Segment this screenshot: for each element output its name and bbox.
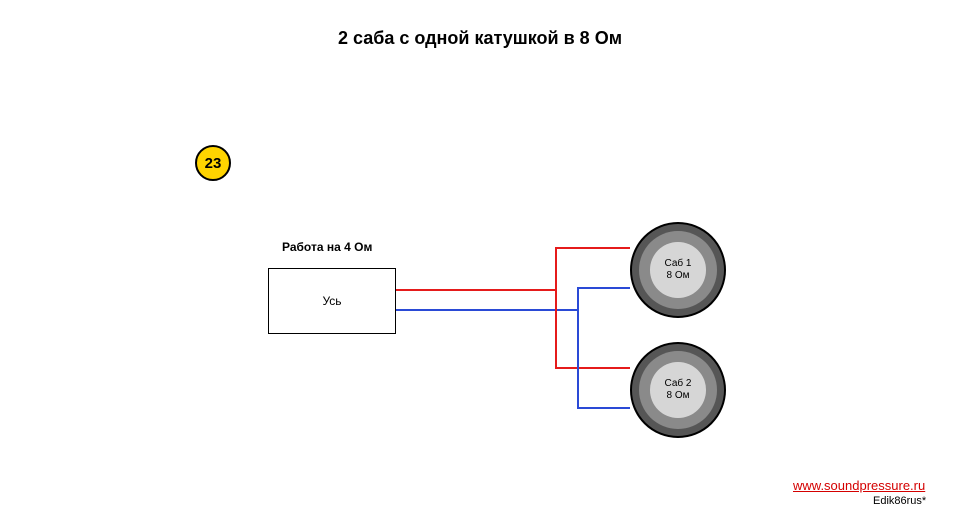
- amplifier-box: Усь: [268, 268, 396, 334]
- diagram-number-badge: 23: [195, 145, 231, 181]
- speaker-label-2: 8 Ом: [666, 270, 689, 282]
- amplifier-text: Усь: [322, 294, 341, 308]
- speaker-label-2: 8 Ом: [666, 390, 689, 402]
- diagram-title: 2 саба с одной катушкой в 8 Ом: [0, 28, 960, 49]
- speaker-label-1: Саб 1: [665, 258, 692, 270]
- speaker-sub1: Саб 18 Ом: [630, 222, 726, 318]
- author-credit: Edik86rus*: [873, 495, 926, 507]
- source-url: www.soundpressure.ru: [793, 478, 925, 493]
- amp-load-label: Работа на 4 Ом: [282, 240, 372, 254]
- speaker-label-1: Саб 2: [665, 378, 692, 390]
- badge-number: 23: [205, 155, 222, 172]
- wiring-svg: [0, 0, 960, 525]
- speaker-sub2: Саб 28 Ом: [630, 342, 726, 438]
